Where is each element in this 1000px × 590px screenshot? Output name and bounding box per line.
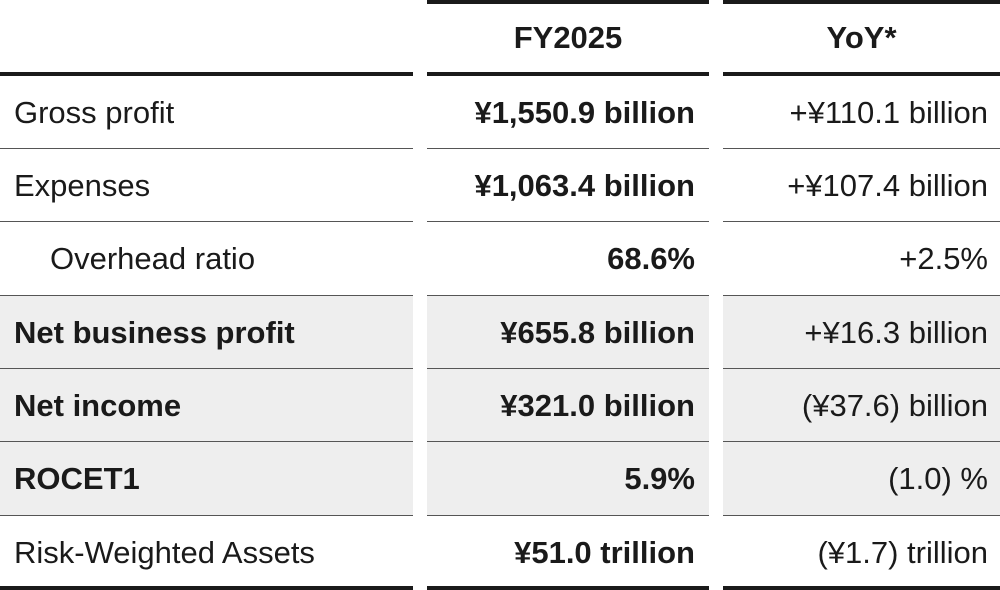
bottom-rule-yoy — [723, 586, 1000, 590]
row-divider — [0, 221, 413, 222]
row-divider — [723, 515, 1000, 516]
bottom-rule-label — [0, 586, 413, 590]
header-rule-label — [0, 72, 413, 76]
row-value: 68.6% — [607, 240, 695, 276]
row-divider — [427, 515, 709, 516]
row-divider — [723, 295, 1000, 296]
row-yoy: (¥37.6) billion — [723, 369, 1000, 442]
row-divider — [0, 515, 413, 516]
row-value: ¥51.0 trillion — [514, 534, 695, 570]
row-divider — [0, 368, 413, 369]
row-yoy: +2.5% — [899, 240, 988, 276]
row-divider — [427, 295, 709, 296]
table-row: Overhead ratio 68.6% +2.5% — [0, 222, 1000, 295]
row-label: ROCET1 — [0, 442, 413, 515]
row-value: ¥321.0 billion — [427, 369, 709, 442]
bottom-rule-fy — [427, 586, 709, 590]
header-yoy: YoY* — [826, 20, 897, 55]
table-row: Risk-Weighted Assets ¥51.0 trillion (¥1.… — [0, 516, 1000, 589]
row-label: Gross profit — [14, 94, 175, 130]
row-divider — [0, 295, 413, 296]
row-value: 5.9% — [427, 442, 709, 515]
row-divider — [723, 221, 1000, 222]
row-divider — [0, 148, 413, 149]
row-divider — [723, 441, 1000, 442]
row-label: Risk-Weighted Assets — [14, 534, 315, 570]
header-rule-fy — [427, 72, 709, 76]
row-yoy: +¥110.1 billion — [789, 94, 988, 130]
row-label: Expenses — [14, 167, 151, 203]
table-row: Expenses ¥1,063.4 billion +¥107.4 billio… — [0, 149, 1000, 222]
row-value: ¥655.8 billion — [427, 296, 709, 369]
top-border-fy — [427, 0, 709, 4]
row-divider — [427, 148, 709, 149]
row-yoy: (1.0) % — [723, 442, 1000, 515]
row-divider — [723, 148, 1000, 149]
table-row: Net business profit ¥655.8 billion +¥16.… — [0, 296, 1000, 369]
row-divider — [0, 441, 413, 442]
table-row: Gross profit ¥1,550.9 billion +¥110.1 bi… — [0, 76, 1000, 149]
top-border-yoy — [723, 0, 1000, 4]
table-row: Net income ¥321.0 billion (¥37.6) billio… — [0, 369, 1000, 442]
row-divider — [427, 221, 709, 222]
header-rule-yoy — [723, 72, 1000, 76]
row-divider — [427, 368, 709, 369]
row-divider — [723, 368, 1000, 369]
row-value: ¥1,550.9 billion — [474, 94, 695, 130]
row-label: Net income — [0, 369, 413, 442]
row-yoy: +¥16.3 billion — [723, 296, 1000, 369]
row-value: ¥1,063.4 billion — [474, 167, 695, 203]
row-label: Overhead ratio — [50, 240, 256, 276]
row-label: Net business profit — [0, 296, 413, 369]
row-divider — [427, 441, 709, 442]
row-yoy: +¥107.4 billion — [787, 167, 988, 203]
table-row: ROCET1 5.9% (1.0) % — [0, 442, 1000, 515]
header-fy2025: FY2025 — [513, 20, 623, 55]
row-yoy: (¥1.7) trillion — [817, 534, 988, 570]
